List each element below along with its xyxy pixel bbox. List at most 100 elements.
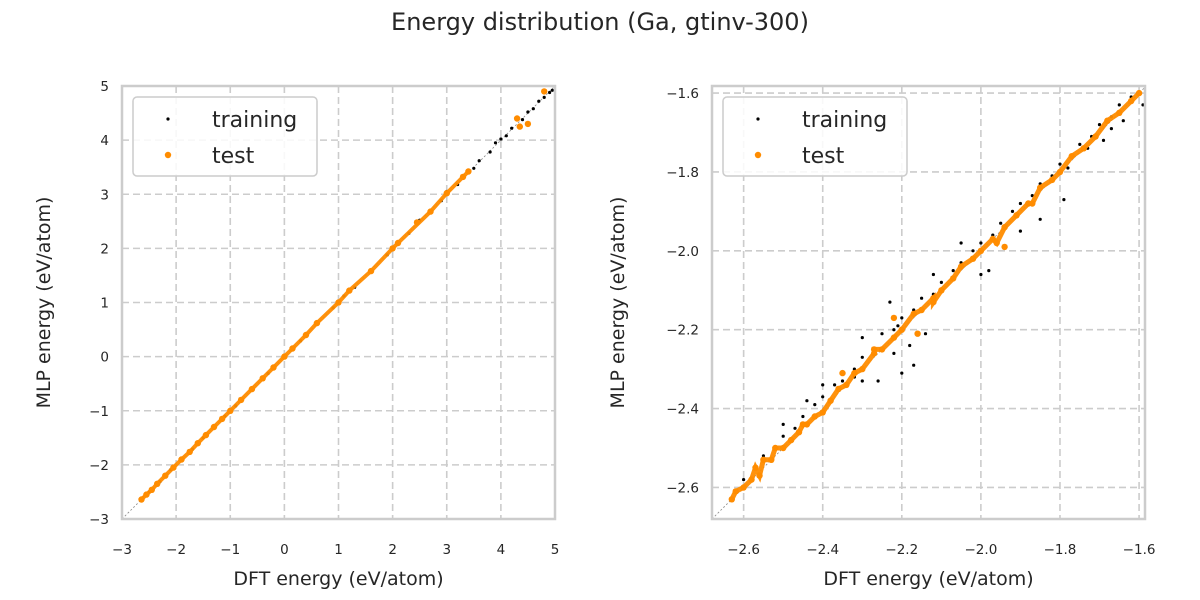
training-point xyxy=(493,141,498,145)
x-tick-label: −1.6 xyxy=(1123,542,1156,558)
test-point-band xyxy=(729,90,1142,502)
legend-label-training: training xyxy=(802,108,887,133)
training-point xyxy=(1038,217,1042,221)
right-scatter-plot: −2.6 −2.4 −2.2 −2.0 −1.8 −1.6 −2.6 −2.4 −2.2 −2.0… xyxy=(607,84,1156,590)
y-tick-label: 2 xyxy=(100,241,109,257)
y-tick-label: −3 xyxy=(89,512,109,528)
training-point xyxy=(833,383,837,387)
legend-marker-training xyxy=(166,117,170,121)
x-tick-label: −2 xyxy=(166,542,186,558)
training-point xyxy=(908,343,912,348)
figure-title: Energy distribution (Ga, gtinv-300) xyxy=(391,8,809,36)
x-tick-label: 2 xyxy=(388,542,397,558)
training-point xyxy=(1062,198,1066,202)
y-tick-label: 5 xyxy=(100,79,109,95)
training-point xyxy=(813,403,817,407)
training-point xyxy=(912,363,916,367)
training-point xyxy=(1097,123,1102,127)
y-tick-label: −1 xyxy=(89,404,109,420)
x-tick-label: −2.6 xyxy=(727,542,760,558)
series-test xyxy=(138,88,548,503)
y-tick-label: −2.4 xyxy=(666,402,699,418)
training-point xyxy=(900,316,904,320)
legend-box xyxy=(722,96,908,177)
x-tick-label: −1.8 xyxy=(1044,542,1077,558)
x-tick-label: −2.4 xyxy=(806,542,839,558)
training-point xyxy=(876,379,880,383)
training-point xyxy=(781,422,785,426)
training-point xyxy=(939,280,944,284)
training-point xyxy=(793,426,797,430)
y-tick-label: −2.6 xyxy=(666,480,699,496)
y-tick-label: −2.2 xyxy=(666,323,699,339)
training-point xyxy=(900,371,904,375)
training-point xyxy=(860,355,864,359)
x-tick-label: −1 xyxy=(220,542,240,558)
training-point xyxy=(477,159,481,163)
training-point xyxy=(550,88,554,92)
test-point xyxy=(1001,243,1008,251)
x-tick-label: 1 xyxy=(334,542,343,558)
y-axis-label: MLP energy (eV/atom) xyxy=(607,197,629,409)
training-point xyxy=(920,296,924,300)
training-point xyxy=(880,332,884,336)
test-point xyxy=(524,120,532,128)
training-point xyxy=(1058,162,1062,166)
training-point xyxy=(1101,138,1106,142)
training-point xyxy=(542,95,546,99)
training-point xyxy=(821,383,825,387)
training-point xyxy=(504,134,508,138)
training-point xyxy=(537,99,541,103)
training-point xyxy=(742,478,746,482)
test-point xyxy=(513,115,521,122)
test-point-band xyxy=(139,169,471,502)
training-point xyxy=(548,90,552,95)
x-tick-label: −2.0 xyxy=(965,542,998,558)
axes-frame xyxy=(120,84,557,521)
series-test xyxy=(728,89,1143,503)
training-point xyxy=(923,332,928,336)
training-point xyxy=(805,399,809,403)
training-point xyxy=(999,221,1003,225)
training-point xyxy=(520,118,525,122)
training-point xyxy=(987,269,991,273)
training-point xyxy=(860,379,864,383)
training-point xyxy=(840,379,845,383)
training-point xyxy=(979,272,983,277)
training-point xyxy=(896,324,900,328)
legend-box xyxy=(132,96,318,177)
x-tick-label: 0 xyxy=(280,542,289,558)
test-point xyxy=(839,369,846,377)
legend-marker-training xyxy=(756,117,760,121)
x-axis-label: DFT energy (eV/atom) xyxy=(233,568,443,590)
test-point xyxy=(914,330,921,337)
training-point xyxy=(801,414,805,419)
y-tick-label: −2.0 xyxy=(666,244,699,260)
training-point xyxy=(1010,209,1015,213)
legend-marker-test xyxy=(164,151,172,159)
training-point xyxy=(510,126,514,130)
legend: training test xyxy=(722,96,908,177)
x-tick-label: 5 xyxy=(551,542,560,558)
y-tick-label: 0 xyxy=(100,350,109,366)
y-axis-label: MLP energy (eV/atom) xyxy=(33,197,55,409)
training-point xyxy=(1109,127,1113,131)
training-point xyxy=(892,351,896,355)
training-point xyxy=(951,269,955,273)
y-tick-label: 3 xyxy=(100,187,109,203)
legend-label-test: test xyxy=(212,144,255,169)
legend-marker-test xyxy=(754,151,762,159)
y-tick-label: 4 xyxy=(100,133,109,149)
training-point xyxy=(488,150,492,154)
y-tick-label: −1.8 xyxy=(666,165,699,181)
training-point xyxy=(888,300,892,304)
training-point xyxy=(931,272,936,277)
training-point xyxy=(472,166,476,170)
training-point xyxy=(781,434,785,438)
training-point xyxy=(979,241,983,245)
y-tick-label: 1 xyxy=(100,296,109,312)
training-point xyxy=(531,107,535,111)
training-point xyxy=(971,249,975,253)
y-tick-label: −2 xyxy=(89,458,109,474)
